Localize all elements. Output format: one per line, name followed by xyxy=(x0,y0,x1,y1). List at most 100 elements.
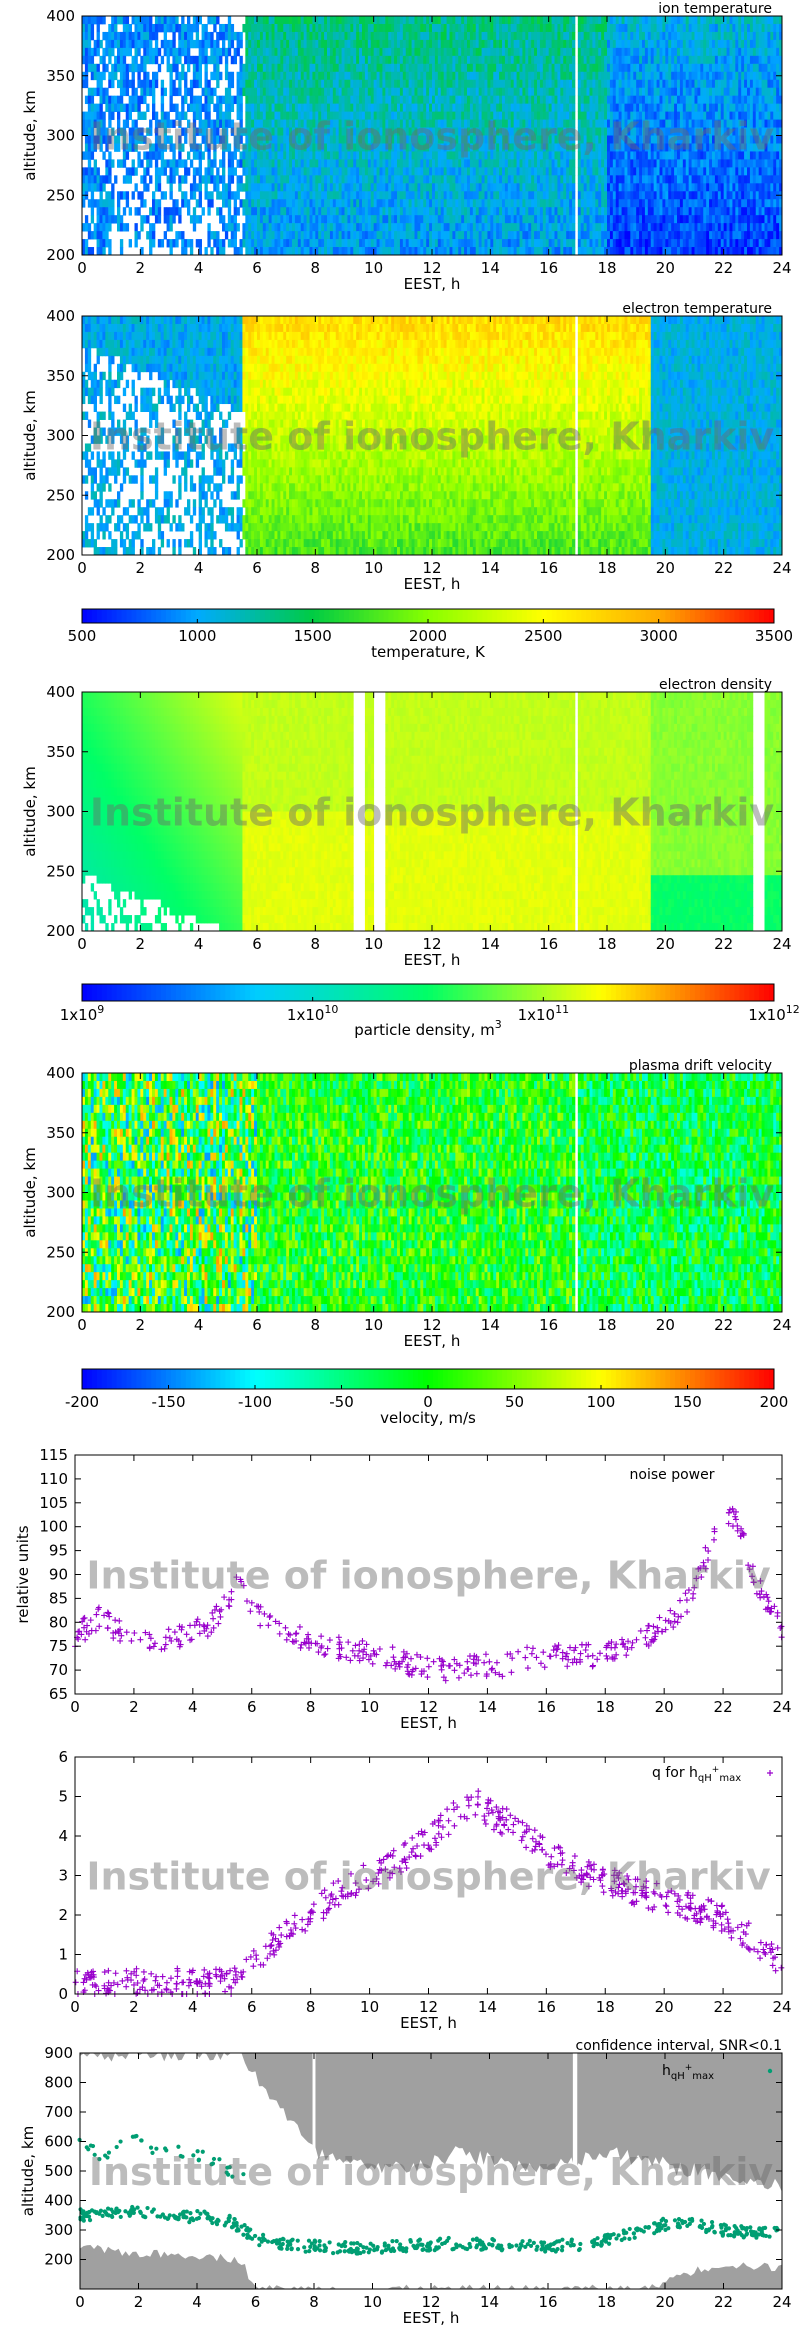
ion_temperature-cell xyxy=(411,16,415,25)
ion_temperature-cell xyxy=(166,16,170,25)
ion_temperature-cell xyxy=(257,247,261,256)
ion_temperature-cell xyxy=(289,183,293,192)
ion_temperature-cell xyxy=(548,63,552,73)
ion_temperature-cell xyxy=(143,55,147,65)
ion_temperature-cell xyxy=(423,175,427,184)
ion_temperature-cell xyxy=(423,47,427,57)
ion_temperature-cell xyxy=(373,175,377,184)
ion_temperature-cell xyxy=(344,55,348,65)
ion_temperature-cell xyxy=(405,103,410,112)
ion_temperature-cell xyxy=(397,103,401,112)
ion_temperature-cell xyxy=(604,47,608,57)
ion_temperature-cell xyxy=(446,47,450,57)
ion_temperature-cell xyxy=(537,31,541,41)
ion_temperature-cell xyxy=(259,103,264,112)
ion_temperature-cell xyxy=(338,215,342,224)
ion_temperature-cell xyxy=(391,239,395,248)
ion_temperature-cell xyxy=(440,87,445,97)
ion_temperature-cell xyxy=(519,207,523,216)
ion_temperature-cell xyxy=(367,31,372,41)
ion_temperature-cell xyxy=(181,31,185,41)
ion_temperature-cell xyxy=(408,79,412,89)
ion_temperature-cell xyxy=(248,63,252,73)
ion_temperature-cell xyxy=(99,87,103,97)
ion_temperature-cell xyxy=(347,247,351,256)
ion_temperature-cell xyxy=(338,175,342,184)
ion_temperature-cell xyxy=(289,79,293,89)
ion_temperature-cell xyxy=(207,119,211,128)
ion_temperature-cell xyxy=(338,79,342,89)
ion_temperature-cell xyxy=(227,31,232,41)
ion_temperature-cell xyxy=(548,167,552,176)
ion_temperature-cell xyxy=(522,239,526,248)
ion_temperature-cell xyxy=(397,159,401,168)
ion_temperature-cell xyxy=(595,191,599,200)
ion_temperature-cell xyxy=(566,159,570,168)
ion_temperature-cell xyxy=(195,167,200,176)
ion_temperature-cell xyxy=(589,159,593,168)
ion_temperature-cell xyxy=(504,239,509,248)
ion_temperature-cell xyxy=(265,47,270,57)
ion_temperature-cell xyxy=(560,103,564,112)
ion_temperature-cell xyxy=(204,39,208,49)
ion_temperature-cell xyxy=(388,103,392,112)
ion_temperature-cell xyxy=(397,95,401,105)
ion_temperature-cell xyxy=(566,23,570,33)
ion_temperature-cell xyxy=(493,63,497,73)
ion_temperature-cell xyxy=(367,47,372,57)
ion_temperature-cell xyxy=(551,31,555,41)
ion_temperature-cell xyxy=(429,103,433,112)
ion_temperature-cell xyxy=(245,175,249,184)
ion_temperature-cell xyxy=(589,207,593,216)
ion_temperature-cell xyxy=(157,63,162,73)
ion_temperature-cell xyxy=(542,183,547,192)
ion_temperature-cell xyxy=(99,175,103,184)
ion_temperature-cell xyxy=(87,183,92,192)
ion_temperature-cell xyxy=(254,95,258,105)
ion_temperature-cell xyxy=(306,207,310,216)
ion_temperature-cell xyxy=(324,103,328,112)
ion_temperature-cell xyxy=(417,16,421,25)
ion_temperature-cell xyxy=(446,191,450,200)
ion_temperature-cell xyxy=(210,87,214,97)
ion_temperature-cell xyxy=(408,103,412,112)
ion_temperature-cell xyxy=(490,23,494,33)
ion_temperature-cell xyxy=(499,39,503,49)
ion_temperature-cell xyxy=(137,111,141,120)
ion_temperature-cell xyxy=(84,151,89,160)
ion_temperature-cell xyxy=(420,175,424,184)
ion_temperature-cell xyxy=(82,247,86,256)
ion_temperature-cell xyxy=(108,223,112,232)
ion_temperature-cell xyxy=(280,111,284,120)
ion_temperature-cell xyxy=(175,239,179,248)
ion_temperature-cell xyxy=(213,63,217,73)
ion_temperature-cell xyxy=(364,39,369,49)
ion_temperature-cell xyxy=(490,159,494,168)
ion_temperature-cell xyxy=(341,207,345,216)
ion_temperature-cell xyxy=(563,39,567,49)
ion_temperature-cell xyxy=(429,199,433,208)
ion_temperature-cell xyxy=(537,103,541,112)
ion_temperature-cell xyxy=(140,247,144,256)
ion_temperature-cell xyxy=(388,55,392,65)
ion_temperature-cell xyxy=(332,103,337,112)
ion_temperature-cell xyxy=(423,215,427,224)
ion_temperature-cell xyxy=(192,16,197,25)
ion_temperature-cell xyxy=(251,71,255,81)
ion_temperature-cell xyxy=(408,199,412,208)
ion_temperature-cell xyxy=(216,16,220,25)
ion_temperature-cell xyxy=(539,103,544,112)
ion_temperature-cell xyxy=(397,223,401,232)
ion_temperature-cell xyxy=(615,23,620,33)
ion_temperature-cell xyxy=(224,223,229,232)
ion_temperature-cell xyxy=(446,16,450,25)
ion_temperature-cell xyxy=(303,207,307,216)
ion_temperature-cell xyxy=(99,71,103,81)
ion_temperature-cell xyxy=(131,63,135,73)
ion_temperature-cell xyxy=(519,183,523,192)
ion_temperature-cell xyxy=(563,71,567,81)
ion_temperature-cell xyxy=(82,47,86,57)
ion_temperature-cell xyxy=(446,95,450,105)
ion_temperature-cell xyxy=(309,167,313,176)
ion_temperature-cell xyxy=(537,175,541,184)
